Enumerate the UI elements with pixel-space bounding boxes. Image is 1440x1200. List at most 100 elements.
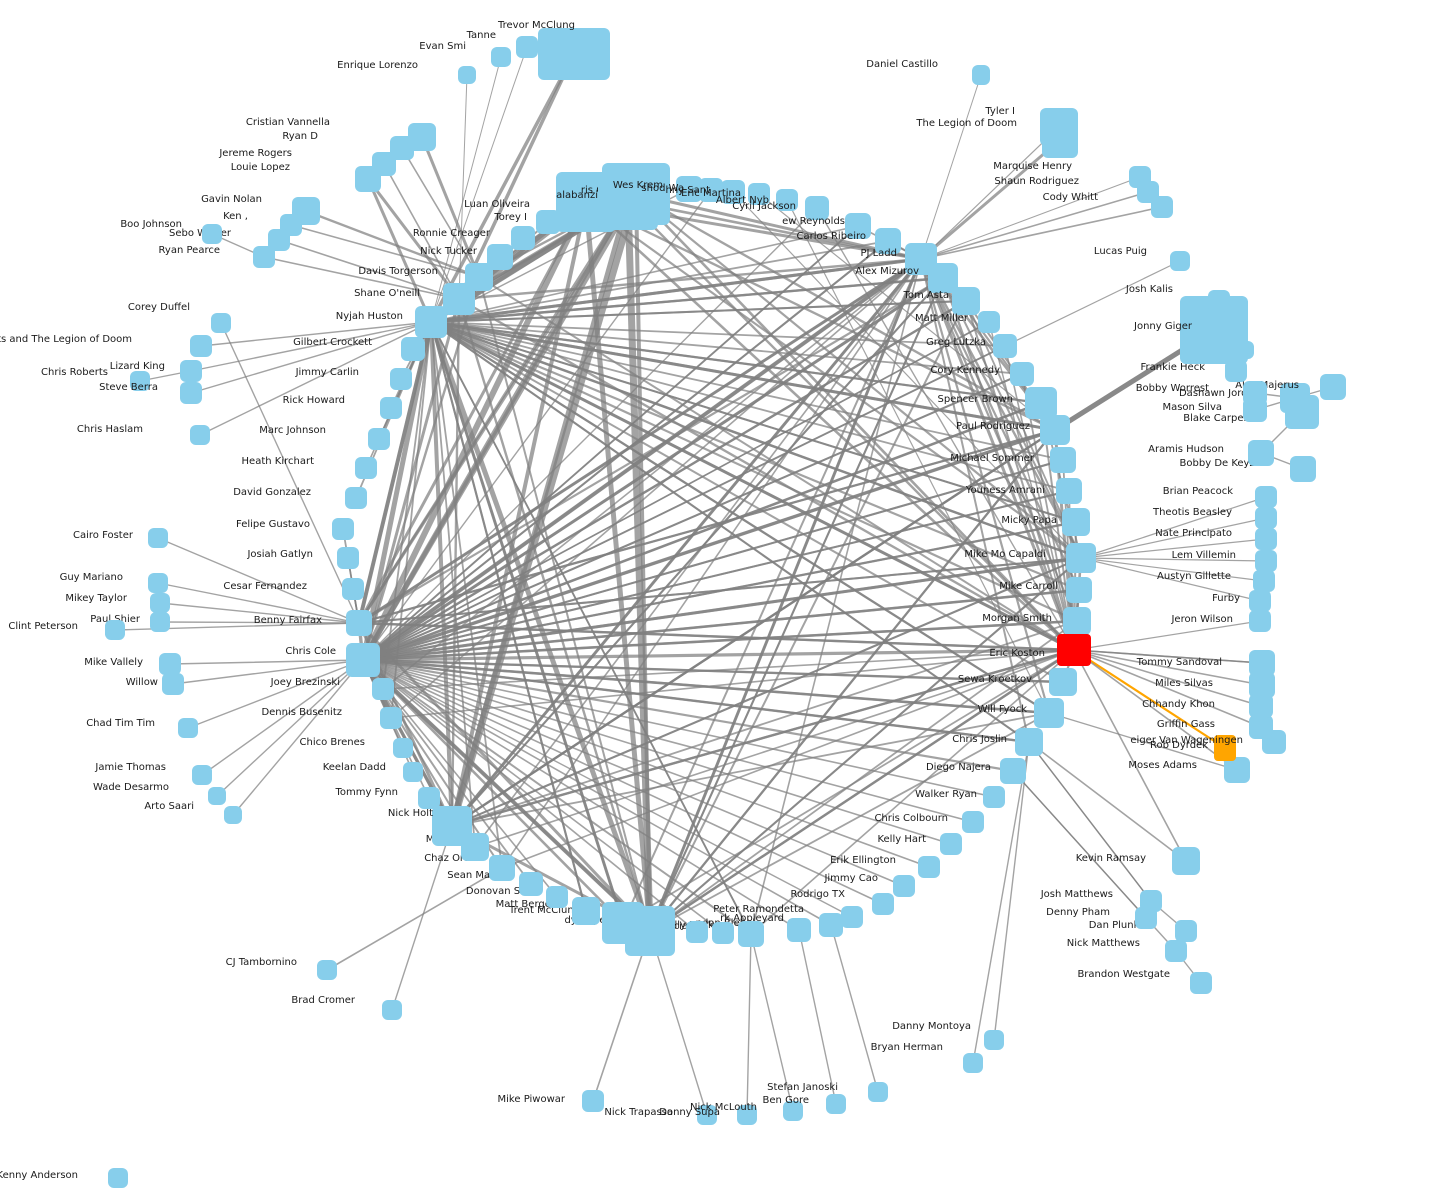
graph-node[interactable] [1063, 607, 1091, 635]
graph-node[interactable] [1050, 447, 1076, 473]
graph-node[interactable] [337, 547, 359, 569]
graph-node[interactable] [1290, 456, 1316, 482]
graph-node[interactable] [918, 856, 940, 878]
graph-node[interactable] [150, 593, 170, 613]
graph-node[interactable] [676, 176, 702, 202]
graph-node[interactable] [345, 487, 367, 509]
graph-node[interactable] [418, 787, 440, 809]
graph-node[interactable] [737, 1105, 757, 1125]
graph-node[interactable] [1248, 440, 1274, 466]
graph-node[interactable] [776, 189, 798, 211]
graph-node[interactable] [1255, 528, 1277, 550]
graph-node[interactable] [787, 918, 811, 942]
graph-node[interactable] [211, 313, 231, 333]
graph-node[interactable] [180, 360, 202, 382]
graph-node[interactable] [105, 620, 125, 640]
graph-node[interactable] [511, 226, 535, 250]
graph-node[interactable] [972, 65, 990, 85]
graph-node[interactable] [458, 66, 476, 84]
graph-node[interactable] [390, 368, 412, 390]
graph-node[interactable] [1170, 251, 1190, 271]
graph-node[interactable] [721, 180, 745, 204]
graph-node[interactable] [519, 872, 543, 896]
graph-node[interactable] [1224, 757, 1250, 783]
graph-node[interactable] [1214, 735, 1236, 761]
graph-node[interactable] [841, 906, 863, 928]
graph-node[interactable] [963, 1053, 983, 1073]
graph-node[interactable] [1280, 383, 1310, 413]
graph-node[interactable] [1151, 196, 1173, 218]
graph-node[interactable] [1172, 847, 1200, 875]
graph-node[interactable] [748, 183, 770, 205]
graph-node[interactable] [875, 228, 901, 254]
graph-node[interactable] [162, 673, 184, 695]
graph-node[interactable] [602, 902, 644, 944]
graph-node[interactable] [380, 397, 402, 419]
graph-node[interactable] [1190, 972, 1212, 994]
graph-node[interactable] [1225, 360, 1247, 382]
graph-node[interactable] [686, 921, 708, 943]
graph-node[interactable] [332, 518, 354, 540]
graph-node[interactable] [372, 678, 394, 700]
graph-node[interactable] [150, 612, 170, 632]
graph-node[interactable] [130, 371, 150, 391]
graph-node[interactable] [1049, 668, 1077, 696]
graph-node[interactable] [208, 787, 226, 805]
graph-node[interactable] [368, 428, 390, 450]
graph-node[interactable] [355, 166, 381, 192]
graph-node[interactable] [202, 224, 222, 244]
graph-node[interactable] [1255, 486, 1277, 508]
graph-node[interactable] [1249, 715, 1273, 739]
graph-node[interactable] [1249, 672, 1275, 698]
graph-node[interactable] [738, 921, 764, 947]
graph-node[interactable] [1062, 508, 1090, 536]
graph-node[interactable] [1066, 577, 1092, 603]
graph-node[interactable] [403, 762, 423, 782]
graph-node[interactable] [317, 960, 337, 980]
graph-node[interactable] [253, 246, 275, 268]
graph-node[interactable] [1034, 698, 1064, 728]
graph-node[interactable] [940, 833, 962, 855]
graph-node[interactable] [1015, 728, 1043, 756]
graph-node[interactable] [1140, 890, 1162, 912]
graph-node[interactable] [268, 229, 290, 251]
graph-node[interactable] [1249, 650, 1275, 676]
graph-node[interactable] [382, 1000, 402, 1020]
graph-node[interactable] [108, 1168, 128, 1188]
graph-node[interactable] [845, 213, 871, 239]
graph-node[interactable] [1056, 478, 1082, 504]
graph-node[interactable] [826, 1094, 846, 1114]
graph-node[interactable] [1249, 590, 1271, 612]
graph-node[interactable] [699, 178, 723, 202]
graph-node[interactable] [546, 886, 568, 908]
graph-node[interactable] [190, 425, 210, 445]
graph-node[interactable] [893, 875, 915, 897]
graph-node[interactable] [572, 897, 600, 925]
graph-node[interactable] [380, 707, 402, 729]
graph-node[interactable] [190, 335, 212, 357]
graph-node[interactable] [355, 457, 377, 479]
graph-node[interactable] [415, 306, 447, 338]
graph-node[interactable] [224, 806, 242, 824]
graph-node[interactable] [582, 1090, 604, 1112]
graph-node[interactable] [346, 643, 380, 677]
graph-node[interactable] [805, 196, 829, 220]
graph-node[interactable] [868, 1082, 888, 1102]
graph-node[interactable] [1010, 362, 1034, 386]
graph-node[interactable] [342, 578, 364, 600]
graph-node[interactable] [1253, 570, 1275, 592]
graph-node[interactable] [1249, 694, 1273, 718]
graph-node[interactable] [148, 573, 168, 593]
graph-node[interactable] [1025, 387, 1057, 419]
graph-node[interactable] [180, 382, 202, 404]
graph-node[interactable] [516, 36, 538, 58]
graph-node[interactable] [489, 855, 515, 881]
graph-node[interactable] [1135, 907, 1157, 929]
graph-node[interactable] [148, 528, 168, 548]
graph-node[interactable] [536, 210, 560, 234]
graph-node[interactable] [1042, 122, 1078, 158]
graph-node[interactable] [1255, 507, 1277, 529]
graph-node[interactable] [1175, 920, 1197, 942]
graph-node[interactable] [993, 334, 1017, 358]
graph-node[interactable] [1243, 381, 1267, 405]
